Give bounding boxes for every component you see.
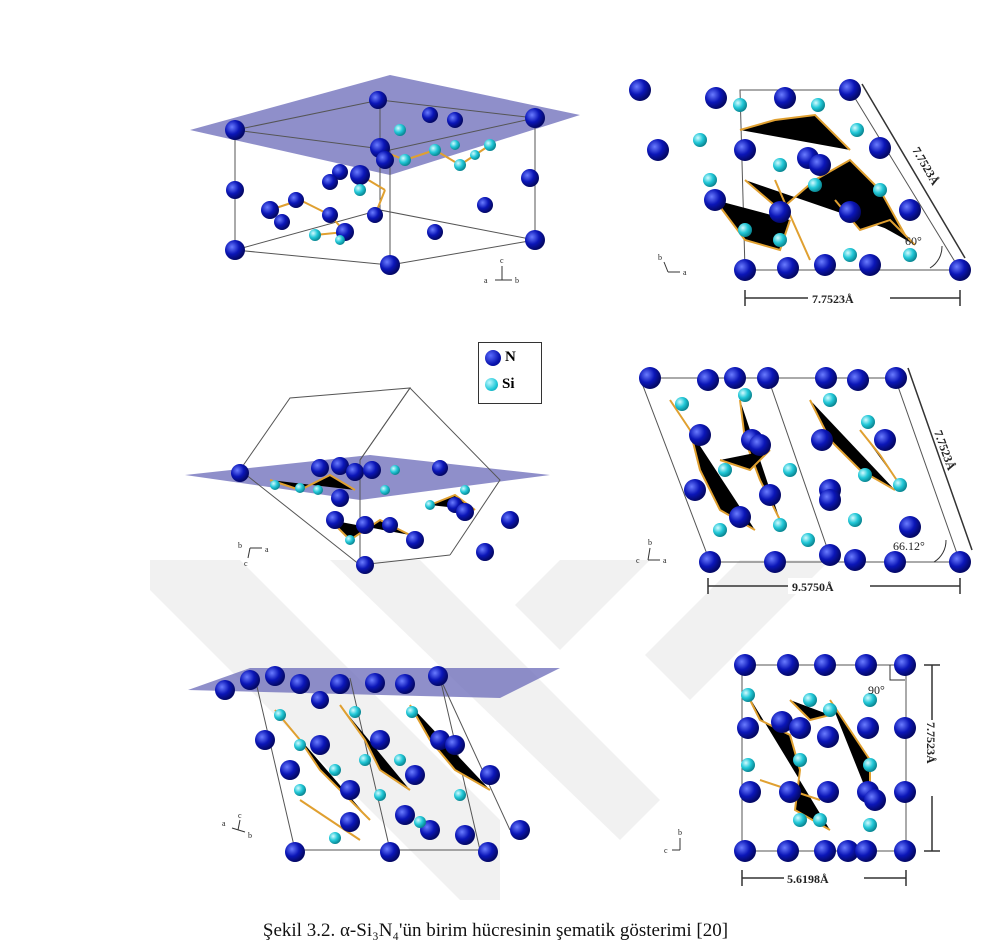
dim-side-label: 7.7523Å [924, 722, 938, 764]
axis-b-label: b [238, 541, 242, 550]
silicon-atoms [270, 465, 470, 545]
nitrogen-atoms [639, 367, 971, 573]
axis-a-label: a [683, 268, 687, 277]
nitrogen-atoms [734, 654, 916, 862]
angle-label: 60° [905, 234, 922, 248]
axis-a-label: a [265, 545, 269, 554]
axis-a-label: a [484, 276, 488, 285]
axis-c-label: c [664, 846, 668, 855]
panel-bottom-left-cell: a c b [188, 666, 560, 862]
axis-triad [247, 547, 262, 559]
angle-label: 66.12° [893, 539, 925, 553]
silicon-atoms [693, 98, 917, 262]
axis-triad [672, 838, 681, 851]
legend-silicon-label: Si [502, 376, 515, 392]
legend-silicon: Si [485, 376, 515, 393]
panel-top-right-projection: 7.7523Å 60° 7.7523Å b a [629, 79, 971, 306]
nitrogen-atoms [225, 91, 545, 275]
atom-legend: N Si [478, 342, 542, 404]
axis-b-label: b [678, 828, 682, 837]
nitrogen-ball-icon [485, 349, 501, 366]
axis-c-label: c [500, 256, 504, 265]
axis-b-label: b [658, 253, 662, 262]
nitrogen-atoms [231, 457, 519, 574]
panel-bottom-right-projection: 90° 7.7523Å 5.6198Å b c [664, 654, 940, 886]
axis-c-label: c [238, 811, 242, 820]
panel-mid-left-cell: b c a [185, 387, 550, 574]
lattice-plane [190, 75, 580, 175]
dim-side-label: 7.7523Å [909, 145, 942, 188]
legend-nitrogen: N [485, 349, 516, 366]
axis-triad [495, 266, 512, 281]
dim-bottom-label: 7.7523Å [812, 292, 854, 306]
dim-bottom-label: 9.5750Å [792, 580, 834, 594]
dim-bottom-label: 5.6198Å [787, 872, 829, 886]
nitrogen-atoms [215, 666, 530, 862]
angle-label: 90° [868, 683, 885, 697]
panel-top-left-cell: c a b [190, 75, 580, 285]
dim-side-label: 7.7523Å [931, 428, 959, 472]
silicon-atoms [741, 688, 877, 832]
axis-a-label: a [222, 819, 226, 828]
silicon-atoms [675, 388, 907, 547]
axis-b-label: b [248, 831, 252, 840]
axis-triad [663, 261, 680, 273]
silicon-atoms [274, 706, 466, 844]
silicon-atoms [309, 124, 496, 245]
nitrogen-atoms [629, 79, 971, 281]
axis-triad [647, 547, 660, 561]
axis-a-label: a [663, 556, 667, 565]
axis-c-label: c [636, 556, 640, 565]
panel-mid-right-projection: 7.7523Å 66.12° 9.5750Å b c a [636, 367, 973, 594]
axis-b-label: b [648, 538, 652, 547]
axis-b-label: b [515, 276, 519, 285]
bonds [744, 689, 871, 831]
silicon-ball-icon [485, 378, 498, 391]
legend-nitrogen-label: N [505, 349, 516, 365]
axis-triad [231, 819, 246, 833]
axis-c-label: c [244, 559, 248, 568]
figure-caption: Şekil 3.2. α-Si₃N₄'ün birim hücresinin ş… [262, 920, 729, 941]
